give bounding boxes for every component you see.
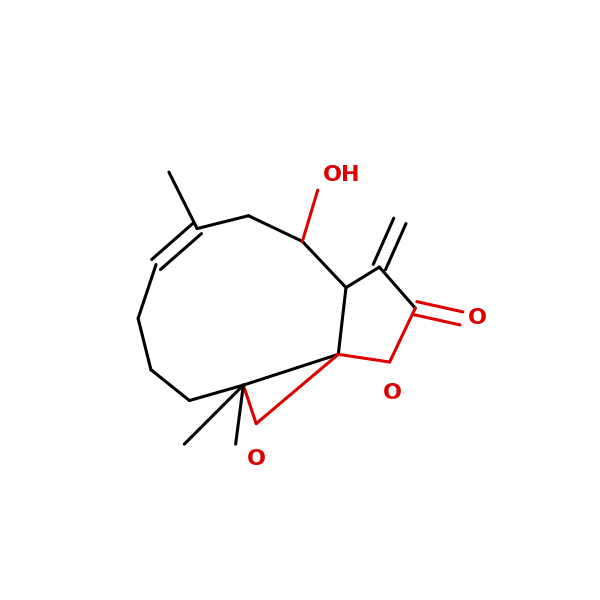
Text: O: O bbox=[467, 308, 487, 328]
Text: O: O bbox=[247, 449, 266, 469]
Text: OH: OH bbox=[323, 165, 361, 185]
Text: O: O bbox=[383, 383, 402, 403]
